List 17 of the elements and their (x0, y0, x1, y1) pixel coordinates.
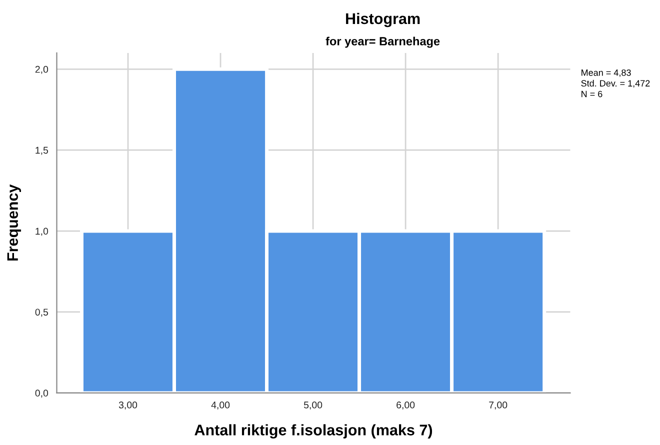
y-tick-label: 0,5 (35, 308, 48, 317)
x-tick-label: 5,00 (304, 402, 322, 410)
x-axis-title: Antall riktige f.isolasjon (maks 7) (194, 424, 432, 439)
x-tick-label: 4,00 (211, 402, 230, 410)
text: Std. Dev. = 1,472 (581, 80, 650, 88)
chart-subtitle: for year= Barnehage (326, 36, 440, 48)
y-tick-label: 1,5 (36, 146, 48, 155)
chart-title: Histogram (346, 12, 420, 28)
y-tick-label: 0,0 (35, 390, 48, 398)
text: N = 6 (582, 90, 602, 98)
text: Mean = 4,83 (582, 69, 631, 77)
y-tick-label: 2,0 (35, 66, 48, 74)
y-tick-label: 1,0 (36, 228, 48, 236)
x-tick-label: 6,00 (396, 402, 415, 410)
x-tick-label: 7,00 (489, 402, 508, 410)
x-tick-label: 3,00 (118, 402, 138, 410)
y-axis-title: Frequency (7, 184, 22, 261)
